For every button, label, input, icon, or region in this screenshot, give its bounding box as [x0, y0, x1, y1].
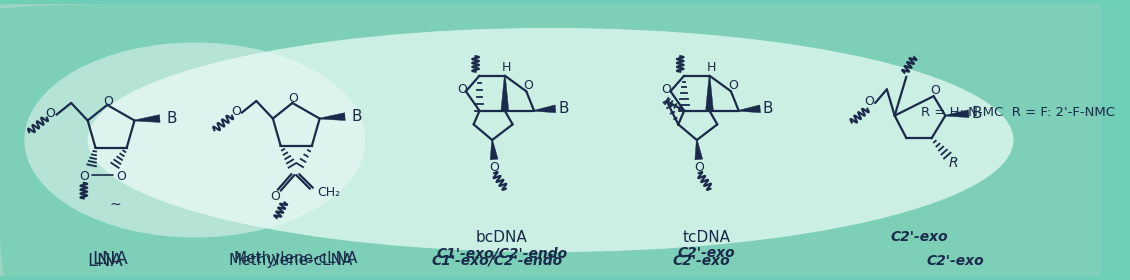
Text: C2'-exo: C2'-exo	[927, 254, 984, 268]
Polygon shape	[946, 110, 970, 118]
Text: Methylene-cLNA: Methylene-cLNA	[228, 253, 353, 268]
Text: O: O	[288, 92, 298, 105]
Text: B: B	[972, 106, 982, 121]
Text: Methylene-cLNA: Methylene-cLNA	[233, 251, 357, 266]
Text: LNA: LNA	[93, 250, 128, 268]
Polygon shape	[534, 105, 556, 113]
Text: O: O	[489, 161, 499, 174]
Text: O: O	[694, 161, 704, 174]
Text: O: O	[728, 79, 738, 92]
Text: O: O	[523, 79, 533, 92]
Polygon shape	[501, 76, 509, 111]
Polygon shape	[705, 76, 713, 111]
Ellipse shape	[88, 28, 1014, 252]
Text: R: R	[948, 157, 958, 171]
Text: O: O	[79, 170, 89, 183]
Text: O: O	[270, 190, 280, 203]
Text: O: O	[116, 170, 125, 183]
Text: bcDNA: bcDNA	[476, 230, 528, 245]
Text: O: O	[103, 95, 113, 108]
Text: H: H	[706, 61, 716, 74]
Text: O: O	[231, 105, 241, 118]
Text: B: B	[166, 111, 176, 126]
Text: O: O	[662, 83, 671, 96]
Text: B: B	[558, 101, 568, 116]
Polygon shape	[490, 140, 498, 160]
Text: O: O	[931, 84, 940, 97]
Text: B: B	[351, 109, 362, 124]
Text: H: H	[502, 61, 512, 74]
Text: C1'-exo/C2'-endo: C1'-exo/C2'-endo	[432, 254, 563, 268]
Polygon shape	[134, 115, 160, 122]
Polygon shape	[739, 105, 760, 113]
Text: C2'-exo: C2'-exo	[678, 246, 736, 260]
Text: O: O	[864, 95, 875, 108]
Text: C2'-exo: C2'-exo	[672, 254, 730, 268]
Ellipse shape	[25, 43, 365, 237]
Polygon shape	[320, 113, 346, 120]
Polygon shape	[695, 140, 703, 160]
Text: CH₂: CH₂	[318, 186, 341, 199]
Text: ~: ~	[110, 197, 121, 211]
Text: tcDNA: tcDNA	[683, 230, 731, 245]
Text: O: O	[45, 107, 55, 120]
Text: C1'-exo/C2'-endo: C1'-exo/C2'-endo	[436, 246, 567, 260]
Text: LNA: LNA	[87, 252, 123, 270]
Text: C2'-exo: C2'-exo	[890, 230, 948, 244]
Text: O: O	[457, 83, 467, 96]
Text: B: B	[763, 101, 773, 116]
Text: R = H: N-MC  R = F: 2'-F-NMC: R = H: N-MC R = F: 2'-F-NMC	[921, 106, 1115, 119]
